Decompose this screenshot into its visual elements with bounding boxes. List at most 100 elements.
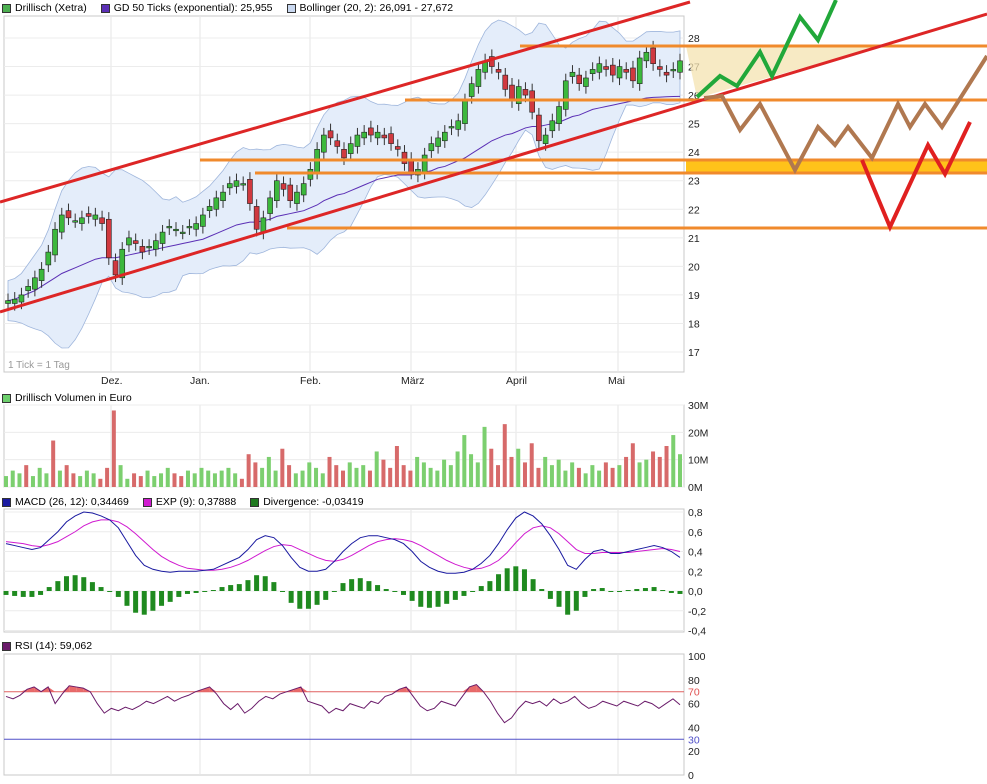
divergence-bar <box>81 577 87 591</box>
divergence-bar <box>478 586 484 591</box>
volume-bar <box>536 467 541 487</box>
candle-body <box>509 84 515 102</box>
volume-bar <box>469 454 474 487</box>
candle-body <box>576 74 583 84</box>
volume-bar <box>415 456 420 487</box>
divergence-bar <box>418 591 424 607</box>
macd-line <box>5 511 681 574</box>
legend-item-ema: GD 50 Ticks (exponential): 25,955 <box>100 2 273 14</box>
divergence-bar <box>470 591 476 592</box>
volume-bar <box>172 473 177 487</box>
volume-bar <box>576 467 581 487</box>
divergence-bar <box>349 579 355 591</box>
divergence-bar <box>12 591 18 596</box>
volume-bar <box>314 467 319 487</box>
divergence-bar <box>141 591 147 615</box>
divergence-bar <box>461 591 467 596</box>
candle-body <box>240 183 246 186</box>
volume-bar <box>401 465 406 487</box>
candle-body <box>186 226 193 229</box>
macd-y-tick-label: -0,2 <box>688 606 706 618</box>
analysis-overlay <box>0 0 987 314</box>
candle-body <box>159 231 166 244</box>
volume-bar <box>287 465 292 487</box>
candle-body <box>253 206 260 230</box>
candle-body <box>536 114 542 142</box>
macd-y-tick-label: 0,0 <box>688 586 703 598</box>
divergence-bar <box>297 591 303 609</box>
candle-body <box>462 100 468 124</box>
volume-y-tick-label: 30M <box>688 400 708 412</box>
candle-body <box>341 149 347 159</box>
divergence-bar <box>176 591 182 597</box>
candle-body <box>636 57 643 84</box>
macd-y-tick-label: 0,8 <box>688 507 703 519</box>
volume-bar <box>428 467 433 487</box>
candle-body <box>388 133 394 144</box>
candle-body <box>556 106 562 124</box>
rsi-overbought-area <box>293 686 301 692</box>
candle-body <box>273 180 280 202</box>
price-y-tick-label: 20 <box>688 261 700 273</box>
legend-item-volume: Drillisch Volumen in Euro <box>2 392 132 404</box>
divergence-bar <box>314 591 320 605</box>
candle-body <box>603 66 609 70</box>
legend-label-rsi: RSI (14): 59,062 <box>15 640 93 652</box>
divergence-bar <box>115 591 121 597</box>
volume-bar <box>327 456 332 487</box>
rsi-overbought-area <box>27 686 35 692</box>
candle-body <box>569 71 576 77</box>
candle-body <box>153 240 159 250</box>
divergence-bar <box>340 583 346 591</box>
candle-body <box>562 80 569 110</box>
candle-body <box>65 210 72 219</box>
volume-bar <box>91 473 96 487</box>
volume-bar <box>603 462 608 487</box>
volume-bar <box>71 473 76 487</box>
divergence-bar <box>582 591 588 597</box>
volume-bar <box>482 426 487 487</box>
volume-bar <box>570 462 575 487</box>
candle-body <box>401 151 408 164</box>
channel-lower-line <box>0 12 987 314</box>
divergence-bar <box>496 574 502 591</box>
divergence-bar <box>236 584 242 591</box>
volume-bar <box>421 462 426 487</box>
divergence-bar <box>487 581 493 591</box>
candle-body <box>294 191 300 204</box>
volume-bar <box>239 478 244 487</box>
support-zone <box>686 160 987 173</box>
divergence-bar <box>150 591 156 611</box>
candle-body <box>361 131 367 139</box>
candle-body <box>596 63 603 73</box>
candle-body <box>609 64 616 76</box>
volume-bar <box>132 473 137 487</box>
divergence-bar <box>262 576 268 591</box>
volume-bar <box>529 443 534 487</box>
candle-body <box>368 127 374 136</box>
divergence-bar <box>133 591 139 613</box>
volume-bar <box>489 448 494 487</box>
divergence-bar <box>677 591 683 594</box>
candle-body <box>522 89 529 96</box>
candle-body <box>280 183 287 190</box>
volume-bar <box>367 470 372 487</box>
divergence-bar <box>642 588 648 591</box>
x-tick-label: April <box>506 375 527 387</box>
rsi-line <box>5 683 681 724</box>
candle-body <box>468 83 475 97</box>
divergence-bar <box>513 566 519 591</box>
volume-bar <box>597 470 602 487</box>
candle-body <box>5 300 11 304</box>
volume-bar <box>118 465 123 487</box>
legend-swatch-price <box>2 3 11 13</box>
candle-body <box>99 217 105 224</box>
divergence-bar <box>591 589 597 591</box>
legend-swatch-ema <box>100 3 110 13</box>
volume-bar <box>10 470 15 487</box>
rsi-legend: RSI (14): 59,062 <box>2 640 92 652</box>
candle-body <box>247 179 253 204</box>
volume-bar <box>280 448 285 487</box>
divergence-bar <box>556 591 562 607</box>
candle-body <box>179 231 186 234</box>
